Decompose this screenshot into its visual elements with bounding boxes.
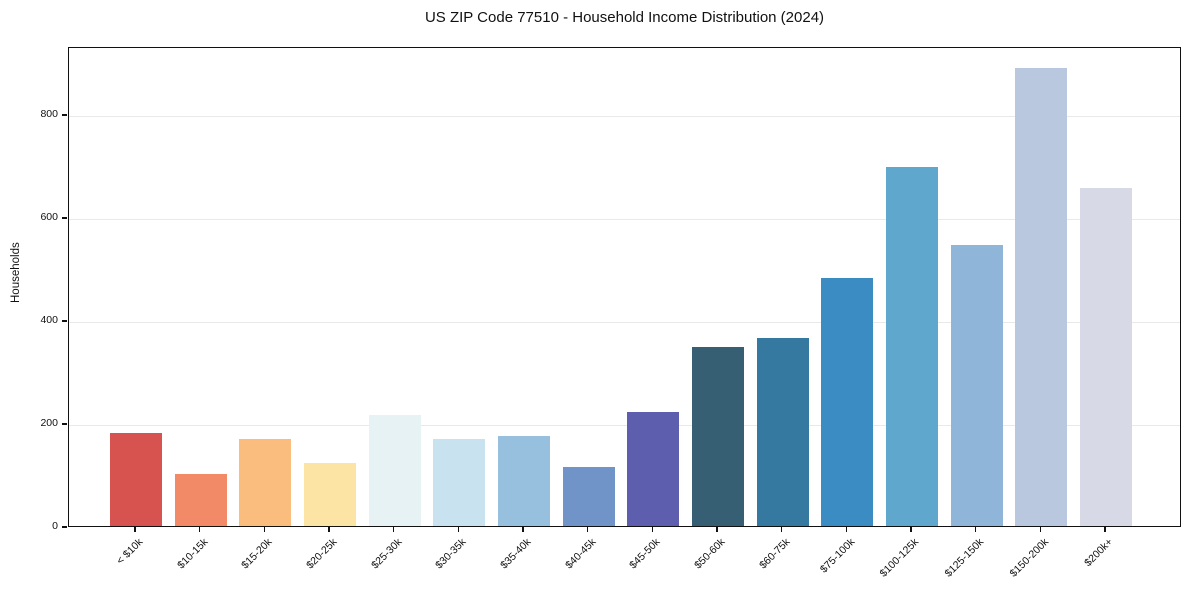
x-tick-label: $50-60k <box>692 536 728 572</box>
y-tick-mark <box>62 423 67 425</box>
gridline-y-200 <box>69 424 1180 426</box>
x-tick-label: $25-30k <box>368 536 405 572</box>
x-tick-label: $10-15k <box>174 536 211 572</box>
x-tick-label: $15-20k <box>239 536 275 572</box>
x-tick-mark <box>199 527 201 532</box>
x-tick-mark <box>587 527 589 532</box>
bar-$45-50k <box>627 412 680 526</box>
bar-$35-40k <box>498 435 551 526</box>
y-axis-label: Households <box>10 242 22 303</box>
x-tick-label: $35-40k <box>498 536 534 572</box>
x-tick-label: $150-200k <box>1007 536 1051 580</box>
x-tick-label: $100-125k <box>877 536 922 580</box>
x-tick-mark <box>457 527 459 532</box>
bar-$150-200k <box>1015 67 1068 526</box>
x-tick-label: < $10k <box>114 536 146 567</box>
x-tick-mark <box>393 527 395 532</box>
x-tick-mark <box>716 527 718 532</box>
gridline-y-600 <box>69 218 1180 220</box>
x-tick-label: $45-50k <box>627 536 663 572</box>
plot-area <box>68 47 1181 527</box>
x-tick-label: $125-150k <box>942 536 987 580</box>
bar-$60-75k <box>756 338 809 526</box>
x-tick-mark <box>522 527 524 532</box>
x-tick-mark <box>263 527 265 532</box>
bar-< $10k <box>110 432 162 526</box>
y-tick-label: 800 <box>40 107 58 120</box>
gridline-y-800 <box>69 115 1180 117</box>
gridline-y-400 <box>69 321 1180 323</box>
bar-$30-35k <box>433 438 486 526</box>
bar-$50-60k <box>692 347 745 526</box>
bar-$200k+ <box>1080 188 1133 526</box>
bar-$100-125k <box>886 167 939 526</box>
bar-$40-45k <box>562 467 615 526</box>
y-tick-mark <box>62 320 67 322</box>
x-tick-mark <box>651 527 653 532</box>
chart-title: US ZIP Code 77510 - Household Income Dis… <box>424 9 825 26</box>
x-tick-mark <box>134 527 136 532</box>
x-tick-label: $60-75k <box>756 536 793 572</box>
bar-$75-100k <box>821 278 874 526</box>
x-tick-mark <box>1104 527 1106 532</box>
y-tick-label: 400 <box>40 313 58 326</box>
x-tick-mark <box>910 527 912 532</box>
x-tick-mark <box>781 527 783 532</box>
x-tick-mark <box>1039 527 1041 532</box>
bar-$25-30k <box>368 414 421 526</box>
bar-$10-15k <box>174 473 227 526</box>
y-tick-label: 0 <box>52 520 58 532</box>
x-tick-label: $75-100k <box>817 536 857 576</box>
x-tick-mark <box>845 527 847 532</box>
x-tick-label: $20-25k <box>304 536 340 572</box>
bar-$125-150k <box>950 245 1003 526</box>
y-tick-mark <box>62 114 67 116</box>
x-tick-mark <box>975 527 977 532</box>
y-tick-mark <box>62 526 67 528</box>
bar-$15-20k <box>239 438 292 526</box>
x-tick-label: $40-45k <box>562 536 599 572</box>
y-tick-mark <box>62 217 67 219</box>
y-tick-label: 200 <box>40 416 58 429</box>
bar-$20-25k <box>304 463 356 526</box>
x-tick-mark <box>328 527 330 532</box>
x-tick-label: $30-35k <box>433 536 469 572</box>
x-tick-label: $200k+ <box>1082 536 1116 570</box>
y-tick-label: 600 <box>40 210 58 223</box>
